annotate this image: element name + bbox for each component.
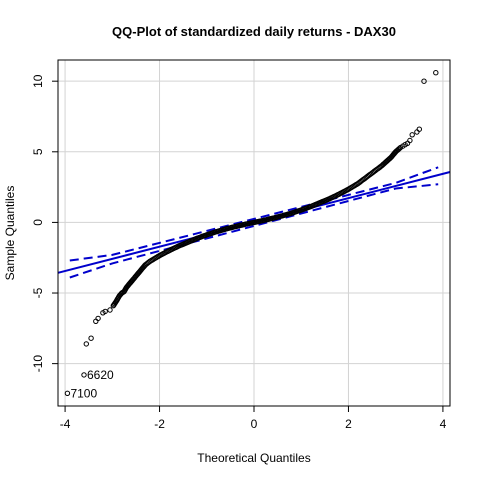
x-tick-label: 2 <box>345 417 352 431</box>
data-point <box>433 70 439 76</box>
y-tick-label: 10 <box>31 74 45 88</box>
y-axis-label: Sample Quantiles <box>3 186 17 281</box>
y-tick-label: 5 <box>31 148 45 155</box>
point-label: 6620 <box>87 368 114 382</box>
data-point <box>407 137 413 144</box>
data-point <box>64 390 71 396</box>
x-axis: -4 -2 0 2 4 <box>60 406 447 431</box>
y-tick-label: -5 <box>31 287 45 298</box>
data-point <box>102 308 108 315</box>
confidence-band-lines <box>69 166 439 279</box>
x-tick-label: 0 <box>251 417 258 431</box>
x-tick-label: 4 <box>440 417 447 431</box>
data-point <box>416 126 422 132</box>
x-axis-label: Theoretical Quantiles <box>197 451 310 465</box>
data-point <box>95 315 101 322</box>
x-tick-label: -4 <box>60 417 71 431</box>
y-axis: -10 -5 0 5 10 <box>31 74 58 372</box>
data-point <box>409 132 415 138</box>
data-point <box>414 129 420 135</box>
point-annotations: 6620 7100 <box>70 368 114 400</box>
y-tick-label: -10 <box>31 355 45 373</box>
data-points <box>64 70 439 396</box>
point-label: 7100 <box>70 386 97 400</box>
confidence-band-lower <box>69 183 439 279</box>
data-point <box>81 372 87 378</box>
data-point <box>421 78 427 84</box>
data-point <box>83 341 90 347</box>
y-tick-label: 0 <box>31 219 45 226</box>
grid-lines <box>58 60 450 406</box>
data-point <box>107 307 113 313</box>
chart-title: QQ-Plot of standardized daily returns - … <box>112 24 396 39</box>
confidence-band-upper <box>69 166 439 262</box>
x-tick-label: -2 <box>154 417 165 431</box>
data-point <box>88 335 94 341</box>
